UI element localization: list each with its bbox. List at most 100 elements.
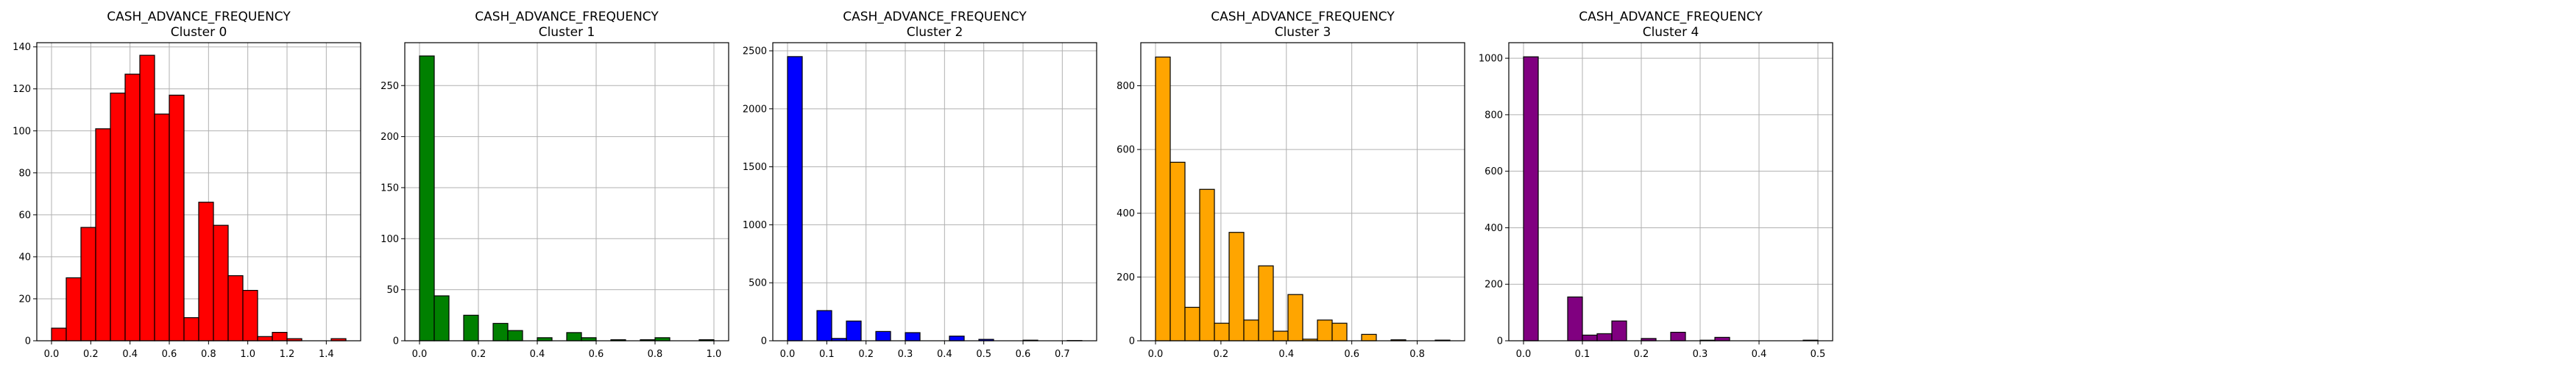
histogram-bar <box>581 337 597 342</box>
x-tick-label: 0.3 <box>898 349 913 360</box>
y-tick-label: 20 <box>18 294 31 305</box>
histogram-bar <box>257 336 273 342</box>
chart-subtitle: Cluster 0 <box>171 25 227 40</box>
histogram-bar <box>1258 265 1274 342</box>
histogram-bar <box>537 337 553 342</box>
histogram-bar <box>1214 322 1230 342</box>
y-tick-label: 1000 <box>1479 54 1503 65</box>
histogram-bar <box>154 113 170 342</box>
y-tick-label: 200 <box>1117 272 1135 283</box>
histogram-bar <box>905 332 921 342</box>
histogram-bar <box>51 328 67 342</box>
chart-title: CASH_ADVANCE_FREQUENCY <box>1211 10 1395 24</box>
y-tick-label: 250 <box>381 81 399 92</box>
x-tick-label: 0.2 <box>1214 349 1229 360</box>
x-tick-label: 0.8 <box>201 349 216 360</box>
x-tick-label: 0.0 <box>1148 349 1164 360</box>
histogram-bar <box>875 330 891 342</box>
x-tick-label: 0.4 <box>1278 349 1294 360</box>
x-tick-label: 0.4 <box>122 349 138 360</box>
x-tick-label: 0.4 <box>530 349 545 360</box>
histogram-bar <box>227 275 244 342</box>
x-tick-label: 0.5 <box>1811 349 1826 360</box>
x-tick-label: 0.2 <box>1634 349 1649 360</box>
y-tick-label: 0 <box>25 336 31 347</box>
histogram-bar <box>1596 333 1613 342</box>
x-tick-label: 0.6 <box>1016 349 1031 360</box>
histogram-bar <box>1243 319 1259 342</box>
histogram-bar <box>492 322 509 342</box>
y-tick-label: 2500 <box>743 46 767 57</box>
histogram-bar <box>1170 161 1186 342</box>
y-tick-label: 1500 <box>743 162 767 173</box>
chart-title: CASH_ADVANCE_FREQUENCY <box>475 10 659 24</box>
plot-area <box>773 43 1097 341</box>
y-tick-label: 800 <box>1117 81 1135 92</box>
histogram-bar <box>66 277 82 342</box>
histogram-bar <box>95 128 111 342</box>
histogram-bar <box>949 336 965 342</box>
y-tick-label: 500 <box>749 278 767 289</box>
histogram-bar <box>80 227 96 342</box>
y-tick-label: 100 <box>13 126 31 137</box>
histogram-bar <box>124 74 141 342</box>
x-tick-label: 0.3 <box>1693 349 1708 360</box>
histogram-bar <box>1228 232 1245 342</box>
plot-area <box>1509 43 1833 341</box>
histogram-bar <box>1155 56 1171 342</box>
chart-subtitle: Cluster 1 <box>539 25 595 40</box>
axes-frame <box>1140 42 1465 342</box>
histogram-bar <box>1611 320 1627 342</box>
histogram-bar <box>169 94 185 342</box>
plot-area <box>1141 43 1465 341</box>
y-tick-label: 600 <box>1485 166 1503 177</box>
x-tick-label: 0.0 <box>412 349 428 360</box>
y-tick-label: 2000 <box>743 104 767 115</box>
histogram-bar <box>1523 56 1539 342</box>
y-tick-label: 1000 <box>743 220 767 231</box>
chart-subtitle: Cluster 2 <box>907 25 963 40</box>
axes-frame <box>36 42 361 342</box>
histogram-bar <box>566 332 582 342</box>
x-tick-label: 1.2 <box>280 349 295 360</box>
chart-title: CASH_ADVANCE_FREQUENCY <box>1579 10 1763 24</box>
y-tick-label: 120 <box>13 84 31 95</box>
x-tick-label: 0.0 <box>780 349 796 360</box>
histogram-bar <box>1273 330 1289 342</box>
y-tick-label: 150 <box>381 183 399 194</box>
histogram-bar <box>463 314 479 342</box>
y-tick-label: 800 <box>1485 110 1503 121</box>
histogram-bar <box>816 310 832 342</box>
histogram-bar <box>507 330 523 342</box>
y-tick-label: 600 <box>1117 145 1135 156</box>
y-tick-label: 400 <box>1485 223 1503 234</box>
y-tick-label: 0 <box>1129 336 1135 347</box>
histogram-bar <box>1317 319 1333 342</box>
histogram-bar <box>198 202 214 342</box>
histogram-bar <box>1582 334 1598 342</box>
x-tick-label: 1.0 <box>707 349 722 360</box>
histogram-bar <box>242 289 258 342</box>
y-tick-label: 50 <box>386 285 399 296</box>
x-tick-label: 0.0 <box>1516 349 1532 360</box>
histogram-bar <box>1361 333 1377 342</box>
histogram-bar <box>1331 322 1348 342</box>
histogram-bar <box>419 55 435 342</box>
axes-frame <box>1508 42 1833 342</box>
axes-frame <box>772 42 1097 342</box>
x-tick-label: 0.4 <box>1752 349 1767 360</box>
chart-title: CASH_ADVANCE_FREQUENCY <box>107 10 291 24</box>
y-tick-label: 40 <box>18 252 31 263</box>
x-tick-label: 0.6 <box>1344 349 1359 360</box>
y-tick-label: 0 <box>393 336 399 347</box>
axes-frame <box>404 42 729 342</box>
y-tick-label: 0 <box>1497 336 1503 347</box>
x-tick-label: 1.0 <box>240 349 255 360</box>
histogram-bar <box>1714 336 1730 342</box>
x-tick-label: 0.2 <box>858 349 874 360</box>
